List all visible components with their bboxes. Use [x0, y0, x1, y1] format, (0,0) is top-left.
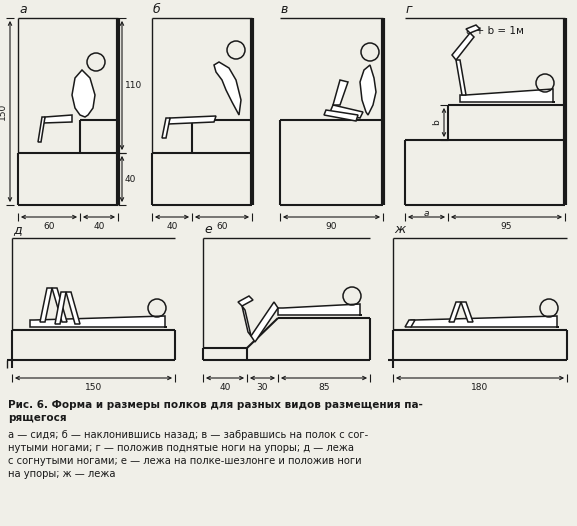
Polygon shape: [66, 292, 80, 324]
Polygon shape: [30, 316, 167, 327]
Polygon shape: [460, 89, 555, 102]
Text: е: е: [204, 223, 212, 236]
Polygon shape: [333, 80, 348, 105]
Text: а + b = 1м: а + b = 1м: [466, 26, 524, 36]
Polygon shape: [40, 288, 52, 322]
Text: 180: 180: [471, 383, 489, 392]
Text: 60: 60: [43, 222, 55, 231]
Text: а: а: [19, 3, 27, 16]
Text: нутыми ногами; г — положив поднятые ноги на упоры; д — лежа: нутыми ногами; г — положив поднятые ноги…: [8, 443, 354, 453]
Text: 60: 60: [216, 222, 228, 231]
Polygon shape: [466, 25, 480, 33]
Text: 150: 150: [0, 103, 7, 120]
Text: ж: ж: [394, 223, 405, 236]
Text: в: в: [281, 3, 288, 16]
Text: 40: 40: [93, 222, 104, 231]
Polygon shape: [330, 105, 363, 118]
Text: д: д: [13, 223, 21, 236]
Polygon shape: [461, 302, 473, 322]
Text: на упоры; ж — лежа: на упоры; ж — лежа: [8, 469, 115, 479]
Text: г: г: [406, 3, 413, 16]
Polygon shape: [360, 65, 376, 115]
Text: с согнутыми ногами; е — лежа на полке-шезлонге и положив ноги: с согнутыми ногами; е — лежа на полке-ше…: [8, 456, 362, 466]
Text: 110: 110: [125, 81, 143, 90]
Polygon shape: [214, 62, 241, 115]
Polygon shape: [456, 60, 466, 95]
Polygon shape: [72, 70, 95, 117]
Text: 90: 90: [326, 222, 337, 231]
Polygon shape: [55, 292, 66, 324]
Polygon shape: [411, 316, 559, 327]
Text: 95: 95: [501, 222, 512, 231]
Text: 30: 30: [257, 383, 268, 392]
Text: Рис. 6. Форма и размеры полков для разных видов размещения па-: Рис. 6. Форма и размеры полков для разны…: [8, 400, 423, 410]
Polygon shape: [38, 117, 45, 142]
Polygon shape: [168, 116, 216, 124]
Text: рящегося: рящегося: [8, 413, 66, 423]
Polygon shape: [242, 306, 251, 336]
Polygon shape: [238, 296, 253, 306]
Polygon shape: [452, 33, 474, 60]
Text: 150: 150: [85, 383, 102, 392]
Text: 40: 40: [166, 222, 178, 231]
Text: 85: 85: [319, 383, 329, 392]
Polygon shape: [52, 288, 67, 322]
Polygon shape: [43, 115, 72, 123]
Polygon shape: [324, 110, 358, 121]
Text: 40: 40: [219, 383, 231, 392]
Text: а: а: [424, 209, 429, 218]
Text: b: b: [432, 119, 441, 125]
Text: а — сидя; б — наклонившись назад; в — забравшись на полок с сог-: а — сидя; б — наклонившись назад; в — за…: [8, 430, 368, 440]
Polygon shape: [449, 302, 461, 322]
Polygon shape: [162, 118, 170, 138]
Polygon shape: [278, 304, 362, 315]
Text: б: б: [153, 3, 161, 16]
Text: 40: 40: [125, 175, 136, 184]
Polygon shape: [405, 320, 415, 327]
Polygon shape: [251, 302, 278, 342]
